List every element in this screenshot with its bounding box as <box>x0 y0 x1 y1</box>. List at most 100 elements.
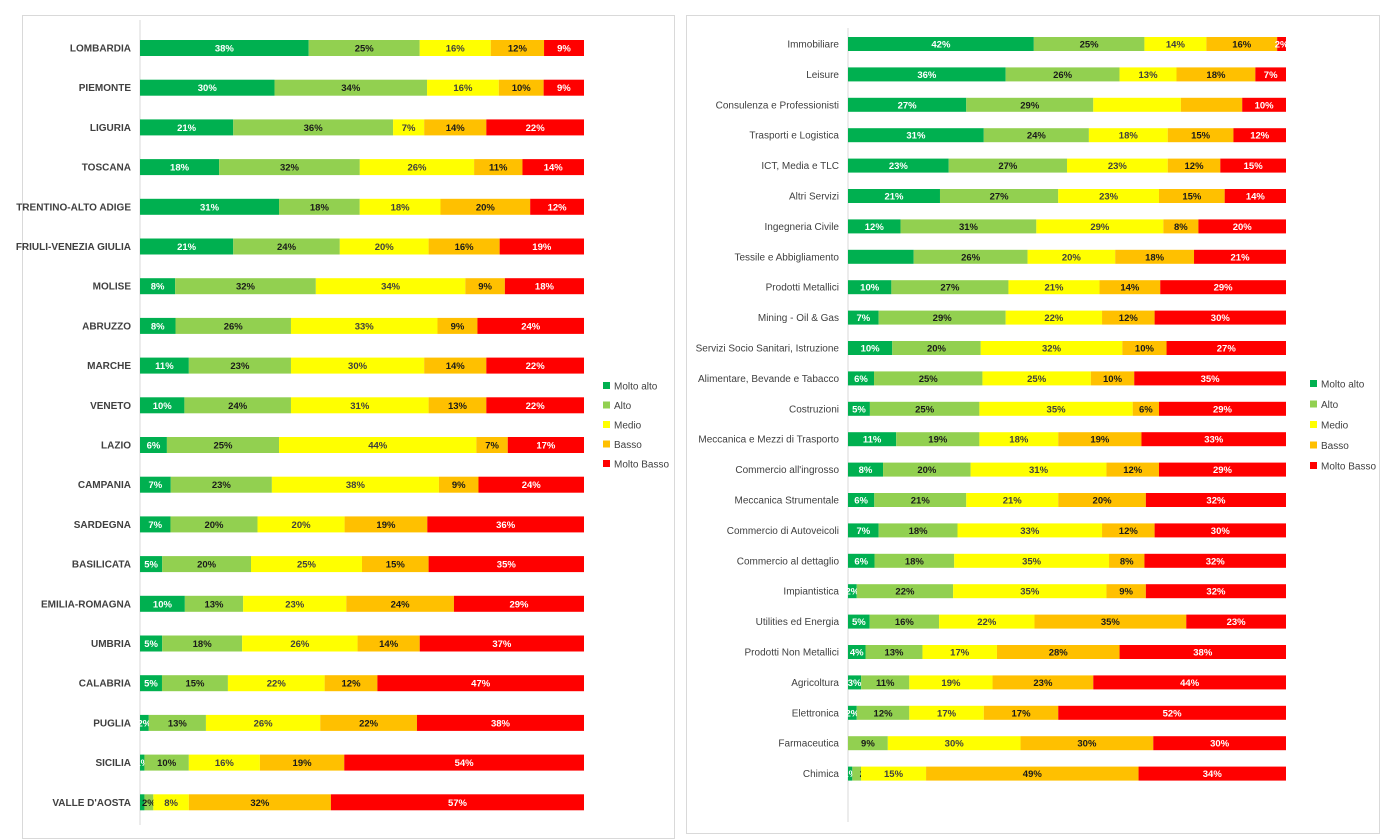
data-label: 29% <box>1213 404 1233 415</box>
data-label: 20% <box>197 560 217 571</box>
bar-segment <box>1144 553 1286 568</box>
data-label: 9% <box>1119 587 1133 598</box>
data-label: 5% <box>144 639 158 650</box>
legend-swatch <box>603 401 610 409</box>
data-label: 9% <box>478 282 492 293</box>
bar-segment <box>140 79 275 96</box>
category-label: Impiantistica <box>783 587 839 598</box>
data-label: 32% <box>250 798 270 809</box>
legend-entry: Medio <box>1321 421 1349 432</box>
bar-segment <box>188 357 291 374</box>
data-label: 33% <box>1020 526 1040 537</box>
bar-segment <box>1119 67 1177 82</box>
data-label: 12% <box>508 44 528 55</box>
bar-segment <box>140 635 163 652</box>
bar-segment <box>1206 37 1278 51</box>
data-label: 10% <box>860 283 880 294</box>
category-label: LAZIO <box>101 441 131 452</box>
data-label: 35% <box>1022 556 1042 567</box>
data-label: 14% <box>544 163 564 174</box>
data-label: 2% <box>142 798 156 809</box>
data-label: 57% <box>448 798 468 809</box>
data-label: 32% <box>1206 556 1226 567</box>
data-label: 25% <box>915 404 935 415</box>
bar-segment <box>161 675 228 692</box>
data-label: 14% <box>446 123 466 134</box>
bar-segment <box>948 158 1067 173</box>
bar-segment <box>939 614 1035 629</box>
bar-segment <box>848 341 893 355</box>
bar-segment <box>1119 645 1286 659</box>
data-label: 10% <box>1103 374 1123 385</box>
data-label: 15% <box>1182 192 1202 203</box>
data-label: 10% <box>1255 100 1275 111</box>
bar-segment <box>140 794 145 811</box>
legend-swatch <box>603 460 610 467</box>
data-label: 23% <box>212 480 232 491</box>
bar-segment <box>848 280 892 295</box>
bar-segment <box>1058 493 1146 507</box>
bar-segment <box>848 310 879 325</box>
data-label: 18% <box>1206 70 1226 81</box>
bar-segment <box>148 714 206 731</box>
bar-segment <box>290 357 425 374</box>
bar-segment <box>140 278 176 295</box>
data-label: 23% <box>889 161 909 172</box>
bar-segment <box>909 705 984 720</box>
data-label: 49% <box>1023 769 1043 780</box>
data-label: 37% <box>492 639 512 650</box>
category-label: Elettronica <box>792 708 840 719</box>
bar-segment <box>330 794 584 811</box>
bar-segment <box>848 705 857 720</box>
bar-segment <box>1036 219 1164 234</box>
category-label: Tessile e Abbigliamento <box>734 252 839 263</box>
legend-entry: Molto Basso <box>1321 462 1376 473</box>
bar-segment <box>874 493 967 507</box>
category-label: Altri Servizi <box>789 192 839 203</box>
data-label: 25% <box>919 374 939 385</box>
category-label: VENETO <box>90 401 131 412</box>
data-label: 3% <box>848 678 862 689</box>
data-label: 30% <box>1210 739 1230 750</box>
bar-segment <box>1145 584 1286 599</box>
bar-segment <box>1058 432 1142 447</box>
bar-segment <box>957 523 1103 538</box>
bar-segment <box>290 397 429 414</box>
bar-segment <box>344 754 584 771</box>
data-label: 27% <box>1217 344 1237 355</box>
data-label: 13% <box>884 648 904 659</box>
bar-segment <box>848 523 879 538</box>
bar-segment <box>140 675 162 692</box>
data-label: 16% <box>895 617 915 628</box>
bar-segment <box>290 317 438 334</box>
data-label: 30% <box>198 83 218 94</box>
data-label: 6% <box>1139 404 1153 415</box>
bar-segment <box>419 40 491 56</box>
data-label: 5% <box>852 404 866 415</box>
bar-segment <box>1106 584 1146 599</box>
bar-segment <box>1220 158 1286 173</box>
data-label: 18% <box>310 202 330 213</box>
data-label: 15% <box>1244 161 1264 172</box>
data-label: 29% <box>1213 465 1233 476</box>
data-label: 12% <box>1250 131 1270 142</box>
data-label: 26% <box>224 321 244 332</box>
bar-segment <box>219 159 360 176</box>
bar-segment <box>848 97 967 112</box>
data-label: 24% <box>228 401 248 412</box>
bar-segment <box>869 614 940 629</box>
data-label: 18% <box>535 282 555 293</box>
legend-swatch <box>1310 441 1317 449</box>
data-label: 35% <box>1047 404 1067 415</box>
data-label: 20% <box>1233 222 1253 233</box>
category-label: MOLISE <box>93 282 132 293</box>
bar-segment <box>848 189 940 203</box>
bar-segment <box>1005 67 1120 82</box>
data-label: 22% <box>526 123 546 134</box>
regions-chart-panel <box>22 15 675 839</box>
bar-segment <box>953 584 1107 599</box>
bar-segment <box>359 198 441 215</box>
bar-segment <box>970 462 1107 477</box>
data-label: 30% <box>1211 526 1231 537</box>
